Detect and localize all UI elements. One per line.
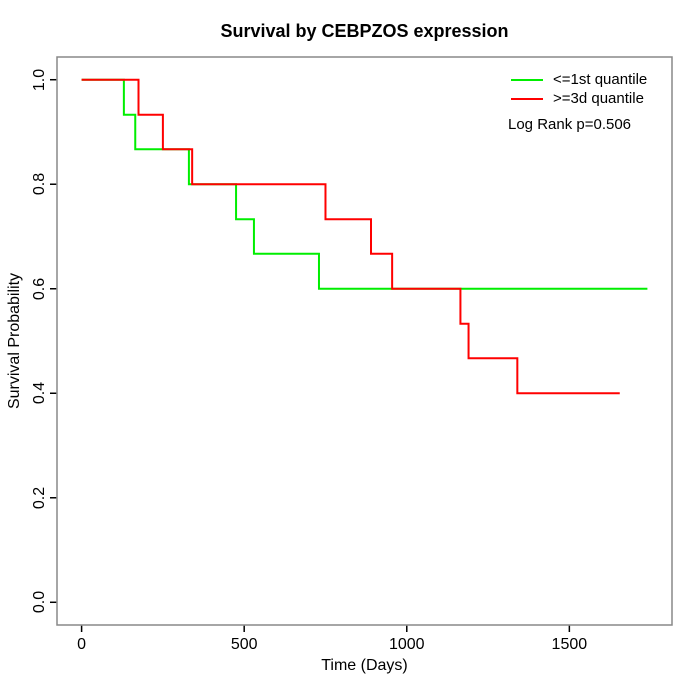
legend-label-red: >=3d quantile xyxy=(553,90,644,107)
y-tick-label-0.8: 0.8 xyxy=(31,173,48,196)
x-tick-label-500: 500 xyxy=(230,636,258,653)
x-tick-label-0: 0 xyxy=(77,636,87,653)
legend-label-green: <=1st quantile xyxy=(553,71,648,88)
legend-line-sample-red-icon xyxy=(511,97,543,100)
x-tick-label-1000: 1000 xyxy=(388,636,425,653)
y-tick-label-1.0: 1.0 xyxy=(31,68,48,91)
survival-curve-red xyxy=(81,78,620,395)
legend-entry-red: >=3d quantile xyxy=(511,90,644,107)
y-tick-label-0.4: 0.4 xyxy=(31,382,48,405)
survival-curve-green xyxy=(81,78,648,290)
x-tick-label-1500: 1500 xyxy=(551,636,588,653)
legend-line-sample-green-icon xyxy=(511,78,543,81)
y-tick-label-0.0: 0.0 xyxy=(31,591,48,614)
chart-title: Survival by CEBPZOS expression xyxy=(220,21,509,41)
plot-box xyxy=(56,56,673,626)
log-rank-pvalue: Log Rank p=0.506 xyxy=(508,116,632,133)
y-axis-label: Survival Probability xyxy=(6,272,23,410)
y-tick-label-0.6: 0.6 xyxy=(31,277,48,300)
y-tick-label-0.2: 0.2 xyxy=(31,486,48,509)
x-axis-label: Time (Days) xyxy=(321,657,408,674)
legend-entry-green: <=1st quantile xyxy=(511,71,647,88)
